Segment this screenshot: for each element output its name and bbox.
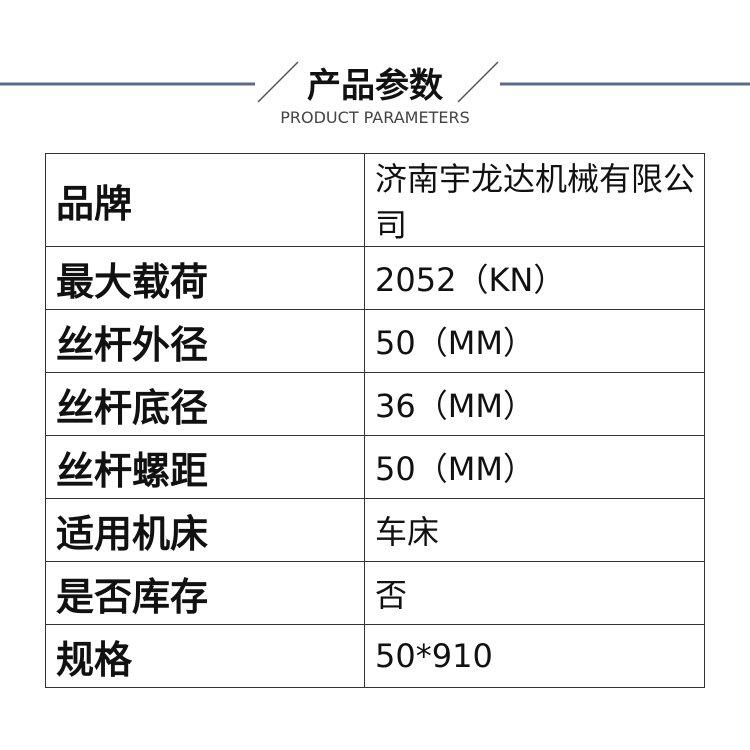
- row: 适用机床 车床: [45, 498, 705, 562]
- param-value: 50（MM）: [364, 309, 705, 373]
- row: 是否库存否: [45, 561, 705, 625]
- param-name: 丝杆底径: [45, 372, 365, 436]
- slash-left: [257, 61, 299, 103]
- param-table: 品牌 济南宇龙达机械有限公司 最大载荷 2052（KN） 丝杆外径 50（MM） 丝杆底径 3…: [45, 153, 705, 688]
- param-value: 否: [364, 561, 705, 625]
- title: 产品参数: [307, 66, 443, 106]
- header-decor: [0, 61, 750, 103]
- param-value: 50*910: [364, 624, 705, 688]
- row: 品牌 济南宇龙达机械有限公司: [45, 153, 705, 247]
- param-value: 50（MM）: [364, 435, 705, 499]
- row: 丝杆螺距 50（MM）: [45, 435, 705, 499]
- param-name: 适用机床: [45, 498, 365, 562]
- param-name: 最大载荷: [45, 246, 365, 310]
- row: 规格 50*910: [45, 624, 705, 688]
- param-name: 丝杆螺距: [45, 435, 365, 499]
- slash-right: [457, 61, 499, 103]
- param-value: 2052（KN）: [364, 246, 705, 310]
- param-value: 济南宇龙达机械有限公司: [364, 153, 705, 247]
- param-value: 车床: [364, 498, 705, 562]
- row: 丝杆外径 50（MM）: [45, 309, 705, 373]
- row: 丝杆底径 36（MM）: [45, 372, 705, 436]
- row: 最大载荷 2052（KN）: [45, 246, 705, 310]
- param-name: 品牌: [45, 153, 365, 247]
- param-name: 是否库存: [45, 561, 365, 625]
- subtitle: PRODUCT PARAMETERS: [280, 108, 470, 127]
- param-name: 丝杆外径: [45, 309, 365, 373]
- param-name: 规格: [45, 624, 365, 688]
- param-value: 36（MM）: [364, 372, 705, 436]
